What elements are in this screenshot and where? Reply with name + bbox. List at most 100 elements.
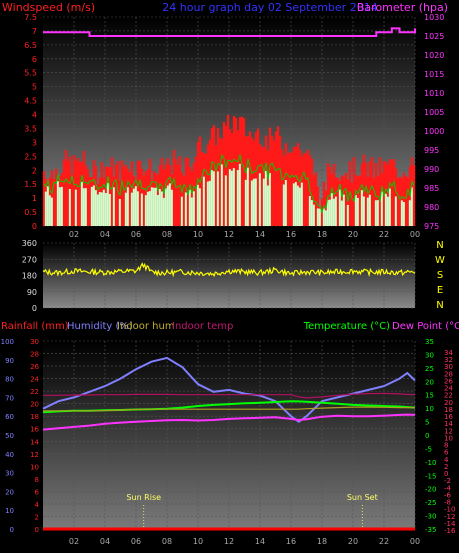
- humidity-tick-label: 0: [10, 526, 14, 534]
- wind-gust-bar: [288, 151, 292, 226]
- wind-gust-bar: [138, 160, 142, 226]
- wind-average-bar: [212, 171, 216, 226]
- wind-average-bar: [250, 180, 254, 226]
- temperature-tick-label: -25: [425, 499, 436, 507]
- barometer-line: [43, 27, 416, 37]
- dewpoint-tick-label: -4: [444, 484, 452, 492]
- wind-gust-bar: [378, 157, 382, 226]
- windspeed-tick-label: 5.5: [24, 69, 37, 78]
- dewpoint-tick-label: 2: [444, 463, 448, 471]
- wind-average-bar: [228, 169, 232, 226]
- wind-gust-bar: [404, 176, 408, 226]
- hour-tick-label: 10: [193, 230, 203, 239]
- indoor-temp-title: Indoor temp: [172, 321, 233, 332]
- hour-tick-label: 16: [286, 537, 296, 546]
- wind-gust-bar: [226, 114, 230, 226]
- wind-average-bar: [150, 187, 154, 226]
- wind-average-bar: [408, 200, 412, 226]
- dewpoint-tick-label: 26: [444, 377, 453, 385]
- wind-average-bar: [84, 188, 88, 226]
- dewpoint-tick-label: -8: [444, 499, 451, 507]
- dewpoint-tick-label: 8: [444, 442, 448, 450]
- direction-tick-label: 180: [22, 272, 37, 281]
- wind-average-bar: [362, 196, 366, 226]
- wind-gust-bar: [406, 177, 410, 226]
- wind-average-bar: [168, 183, 172, 226]
- wind-average-bar: [294, 181, 298, 226]
- hour-tick-label: 08: [162, 230, 172, 239]
- windspeed-tick-label: 1: [32, 194, 37, 203]
- wind-gust-bar: [116, 161, 120, 226]
- direction-tick-label: 90: [27, 288, 37, 297]
- temperature-tick-label: 10: [425, 405, 434, 413]
- windspeed-tick-label: 0: [32, 222, 37, 231]
- wind-average-bar: [296, 185, 300, 226]
- wind-gust-bar: [122, 166, 126, 226]
- wind-gust-bar: [316, 186, 320, 226]
- wind-gust-bar: [352, 157, 356, 226]
- wind-gust-bar: [398, 176, 402, 226]
- wind-average-bar: [156, 194, 160, 226]
- wind-average-bar: [80, 181, 84, 226]
- wind-gust-bar: [110, 157, 114, 226]
- wind-average-bar: [144, 195, 148, 226]
- wind-gust-bar: [66, 161, 70, 226]
- hour-tick-label: 02: [69, 230, 79, 239]
- wind-average-bar: [208, 180, 212, 226]
- hour-tick-label: 18: [317, 537, 327, 546]
- direction-tick-label: 270: [22, 255, 37, 264]
- dewpoint-tick-label: 24: [444, 385, 453, 393]
- wind-gust-bar: [218, 137, 222, 226]
- wind-gust-bar: [128, 172, 132, 226]
- barometer-tick-label: 1000: [424, 127, 444, 136]
- wind-gust-bar: [72, 155, 76, 226]
- temperature-tick-label: -35: [425, 526, 436, 534]
- wind-average-bar: [104, 193, 108, 226]
- wind-gust-bar: [194, 156, 198, 226]
- hour-tick-label: 12: [224, 230, 234, 239]
- dewpoint-tick-label: -10: [444, 506, 455, 514]
- wind-average-bar: [388, 188, 392, 226]
- windspeed-tick-label: 5: [32, 83, 37, 92]
- dewpoint-tick-label: -16: [444, 527, 456, 535]
- wind-average-bar: [158, 189, 162, 226]
- sun-marker-label: Sun Set: [347, 493, 378, 502]
- humidity-tick-label: 80: [5, 376, 14, 384]
- wind-average-bar: [106, 182, 110, 226]
- temperature-tick-label: -20: [425, 486, 436, 494]
- wind-gust-bar: [204, 154, 208, 226]
- wind-average-bar: [402, 202, 406, 226]
- wind-average-bar: [118, 199, 122, 226]
- rainfall-tick-label: 18: [30, 413, 39, 421]
- hour-tick-label: 22: [379, 230, 389, 239]
- wind-gust-bar: [186, 158, 190, 226]
- wind-gust-bar: [346, 179, 350, 226]
- climate-panel-axis-labels: 0246810121416182022242628300102030405060…: [1, 338, 456, 535]
- humidity-tick-label: 90: [5, 357, 14, 365]
- wind-gust-bar: [256, 128, 260, 226]
- wind-average-bar: [48, 195, 52, 226]
- wind-gust-bar: [88, 177, 92, 226]
- temperature-tick-label: 5: [425, 419, 429, 427]
- humidity-tick-label: 30: [5, 470, 14, 478]
- temperature-tick-label: 25: [425, 365, 434, 373]
- wind-gust-bar: [276, 126, 280, 226]
- rainfall-tick-label: 16: [30, 426, 39, 434]
- wind-average-bar: [184, 192, 188, 226]
- wind-average-bar: [386, 196, 390, 226]
- wind-gust-bar: [178, 156, 182, 226]
- windspeed-tick-label: 0.5: [24, 208, 37, 217]
- rainfall-tick-label: 2: [35, 513, 39, 521]
- compass-letter: S: [437, 270, 443, 281]
- compass-letter: N: [436, 240, 443, 251]
- wind-average-bar: [258, 173, 262, 226]
- wind-average-bar: [74, 189, 78, 226]
- hour-tick-label: 16: [286, 230, 296, 239]
- wind-average-bar: [96, 194, 100, 226]
- dewpoint-tick-label: 14: [444, 420, 453, 428]
- wind-average-bar: [130, 192, 134, 226]
- climate-panel-series: [42, 356, 416, 531]
- hour-tick-label: 20: [348, 537, 358, 546]
- wind-average-bar: [410, 187, 414, 226]
- wind-gust-bar: [248, 131, 252, 226]
